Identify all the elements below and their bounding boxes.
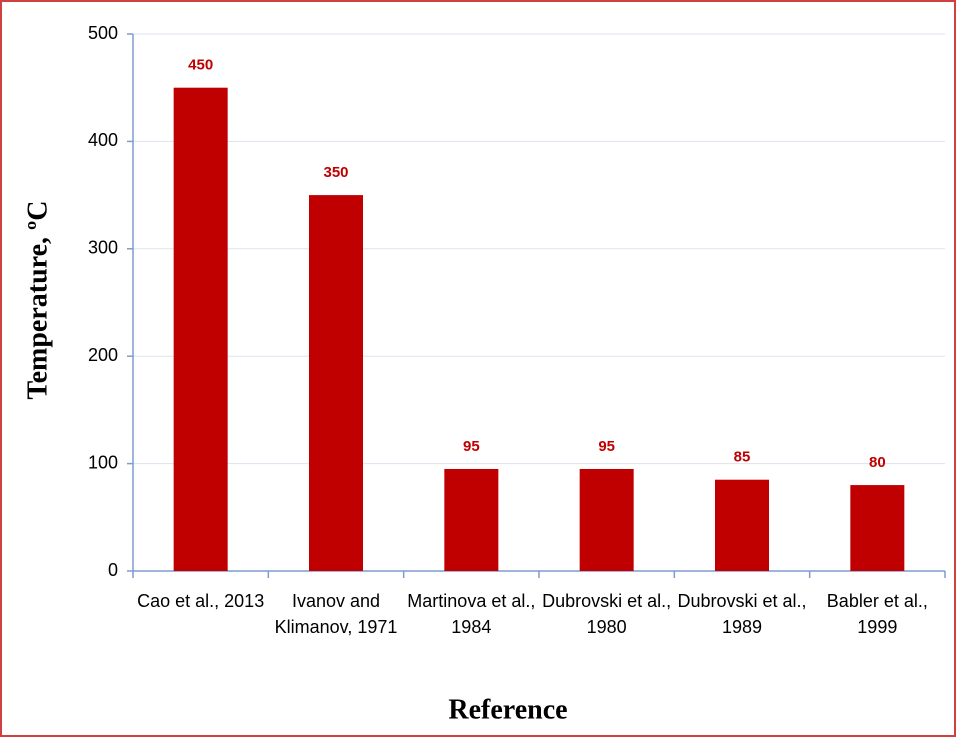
y-tick-label: 200 <box>88 345 118 365</box>
value-label: 350 <box>323 164 348 181</box>
bar <box>715 479 769 571</box>
y-tick-label: 500 <box>88 23 118 43</box>
y-tick-label: 300 <box>88 238 118 258</box>
value-label: 95 <box>598 438 615 455</box>
x-tick-label: Cao et al., 2013 <box>137 591 265 611</box>
x-tick-label: Dubrovski et al., 1980 <box>542 591 672 637</box>
bar <box>173 87 228 571</box>
value-label: 80 <box>869 454 886 471</box>
bar <box>309 195 363 571</box>
bar <box>444 468 499 571</box>
y-axis-title: Temperature, ºC <box>22 201 53 400</box>
value-label: 95 <box>463 438 480 455</box>
bar <box>850 485 905 571</box>
value-label: 85 <box>734 449 751 466</box>
x-tick-label: Ivanov and Klimanov, 1971 <box>274 591 398 637</box>
x-tick-label: Babler et al., 1999 <box>826 591 928 637</box>
x-axis-title: Reference <box>448 694 567 725</box>
value-label: 450 <box>188 57 213 74</box>
x-tick-label: Dubrovski et al., 1989 <box>677 591 807 637</box>
y-tick-label: 100 <box>88 452 118 472</box>
y-tick-label: 400 <box>88 130 118 150</box>
bar <box>579 468 634 571</box>
x-tick-label: Martinova et al., 1984 <box>407 591 536 637</box>
y-tick-label: 0 <box>108 560 118 580</box>
